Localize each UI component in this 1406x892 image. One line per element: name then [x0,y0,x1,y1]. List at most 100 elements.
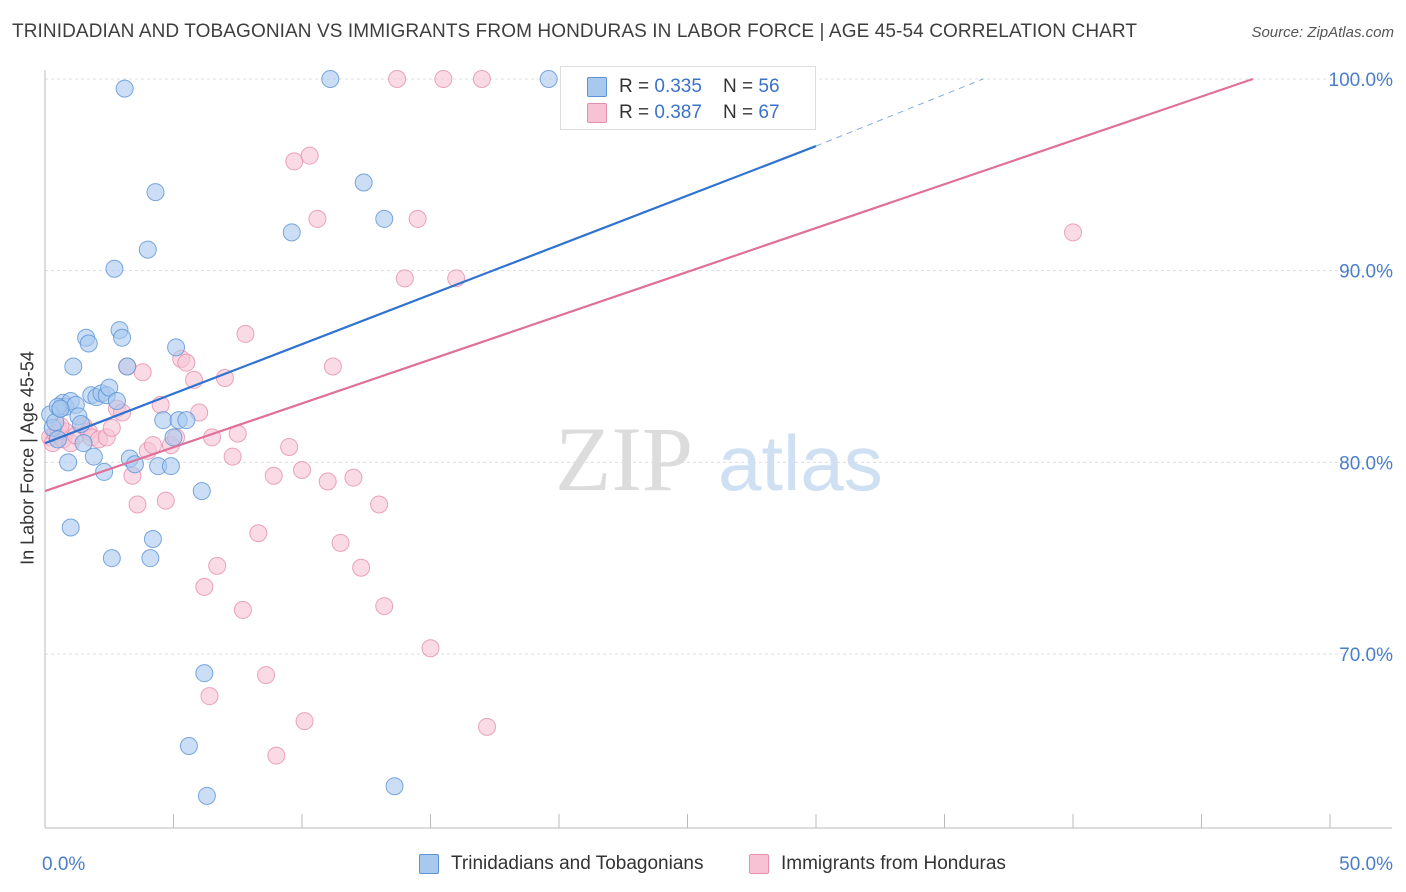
tick-labels: 70.0% 80.0% 90.0% 100.0% 0.0% 50.0% [42,70,1393,875]
point-trinidad-33 [141,549,160,568]
legend-r-value: 0.387 [654,102,702,123]
point-trinidad-24 [105,259,124,278]
bottom-legend-swatch-pink [749,854,769,874]
point-honduras-46 [295,712,314,731]
watermark-zip: ZIP [555,408,693,510]
watermark: ZIP atlas [555,408,883,510]
point-trinidad-39 [164,428,183,447]
point-honduras-23 [156,491,175,510]
point-honduras-48 [308,209,327,228]
point-honduras-43 [280,438,299,456]
point-trinidad-52 [354,173,373,192]
trend-line-honduras [44,77,1254,493]
point-honduras-42 [267,746,286,765]
trend-line-trinidad-extension [815,78,984,147]
legend-n-label: N = [723,102,759,123]
point-honduras-38 [236,324,255,343]
point-trinidad-32 [138,240,157,259]
watermark-atlas: atlas [718,419,883,507]
point-trinidad-44 [192,482,211,501]
point-trinidad-43 [179,737,198,755]
point-honduras-58 [408,209,427,228]
point-honduras-44 [285,152,304,171]
point-trinidad-38 [161,457,180,476]
source-label: Source: ZipAtlas.com [1251,24,1394,41]
point-honduras-37 [233,600,252,619]
point-honduras-50 [323,357,342,376]
point-honduras-33 [208,556,227,575]
point-trinidad-17 [84,447,103,466]
point-honduras-39 [249,524,268,543]
legend-n-value: 67 [758,102,780,123]
point-honduras-18 [128,495,147,514]
bottom-legend-label: Trinidadians and Tobagonians [451,853,704,874]
point-honduras-59 [421,639,440,658]
point-trinidad-9 [64,357,83,376]
point-honduras-30 [195,577,214,596]
correlation-legend: R = 0.335 N = 56 R = 0.387 N = 67 [560,66,816,130]
point-trinidad-46 [197,786,216,805]
point-honduras-53 [352,558,371,577]
point-honduras-62 [478,717,497,736]
legend-n-value: 56 [758,76,780,97]
point-honduras-63 [1064,223,1082,242]
point-trinidad-29 [118,357,137,376]
y-tick-label-90: 90.0% [1339,262,1393,283]
bottom-legend-label: Immigrants from Honduras [781,853,1006,874]
point-honduras-40 [257,666,276,685]
point-trinidad-49 [51,399,70,418]
point-honduras-45 [293,461,311,479]
point-honduras-47 [300,146,319,165]
point-honduras-52 [344,468,363,487]
point-trinidad-45 [195,664,214,683]
gridlines [45,78,1392,655]
chart-title: TRINIDADIAN AND TOBAGONIAN VS IMMIGRANTS… [12,21,1138,42]
point-honduras-56 [388,70,407,88]
point-trinidad-37 [154,411,173,430]
x-tick-label-0: 0.0% [42,854,85,875]
point-trinidad-50 [282,223,301,242]
point-honduras-21 [143,436,162,455]
point-honduras-41 [264,466,283,485]
series-trinidad-points [41,70,558,805]
legend-n-label: N = [723,76,759,97]
point-honduras-31 [200,687,219,706]
legend-r-value: 0.335 [654,76,702,97]
point-trinidad-34 [143,530,162,548]
bottom-legend-trinidad: Trinidadians and Tobagonians [419,851,703,877]
point-trinidad-53 [375,209,394,228]
axes [44,70,1392,829]
y-tick-label-80: 80.0% [1339,453,1393,474]
point-honduras-64 [434,70,453,88]
legend-swatch-pink [587,103,607,123]
point-trinidad-7 [59,453,78,472]
point-honduras-51 [331,533,350,552]
point-honduras-19 [133,363,152,382]
y-tick-label-100: 100.0% [1329,70,1394,91]
point-trinidad-13 [74,434,93,453]
point-honduras-13 [102,418,121,437]
point-trinidad-55 [539,70,558,88]
point-trinidad-35 [146,183,165,202]
point-honduras-61 [472,70,491,88]
point-trinidad-15 [79,334,98,353]
point-honduras-27 [177,353,196,372]
point-honduras-35 [223,447,242,466]
point-trinidad-25 [107,392,126,410]
trend-lines [44,77,1254,493]
point-honduras-55 [375,597,394,616]
legend-r-label: R = [619,102,655,123]
point-trinidad-22 [100,378,119,397]
x-tick-label-50: 50.0% [1339,854,1393,875]
bottom-legend-honduras: Immigrants from Honduras [749,851,1006,877]
point-trinidad-28 [115,79,134,98]
point-honduras-54 [370,495,389,514]
y-tick-label-70: 70.0% [1339,645,1393,666]
point-trinidad-47 [61,518,80,537]
point-trinidad-27 [113,328,132,347]
bottom-legend-swatch-blue [419,854,439,874]
point-honduras-57 [395,269,414,288]
point-trinidad-23 [102,549,121,568]
point-trinidad-40 [167,338,186,357]
